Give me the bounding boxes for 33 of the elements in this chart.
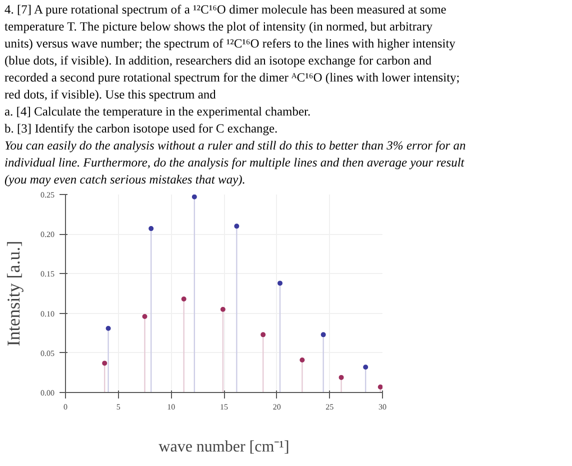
point [106,326,111,331]
point [181,296,186,302]
y-tick-label: 0.05 [40,348,54,358]
x-axis-title: wave number [cm⁻¹] [158,438,290,456]
point [338,374,344,380]
text: a. [4] Calculate the temperature in the experimental chamber. [4,104,311,118]
x-tick-label: 20 [272,402,281,412]
y-tick-label: 0.20 [40,230,54,240]
point [102,360,108,366]
point [378,384,382,390]
y-tick-label: 0.25 [40,190,54,200]
y-tick-label: 0.10 [40,309,54,318]
x-tick-label: 5 [116,402,120,412]
text: b. [3] Identify the carbon isotope used for C exchange. [4,122,278,136]
point [142,314,148,319]
y-axis-title: Intensity [a.u.] [4,240,24,346]
x-tick-label: 10 [167,402,176,412]
x-tick-label: 30 [378,402,386,412]
point [363,364,368,370]
text: You can easily do the analysis without a ruler and still do this to better than 3% error for an individual line. Furthermore, do the analysis for multiple lines and then average your result (you may even catch serious mistakes that way). [4,138,466,186]
point [234,224,240,229]
x-tick-label: 15 [220,402,228,412]
y-tick-label: 0.00 [40,388,54,398]
x-tick-label: 0 [64,402,68,412]
point [192,194,197,200]
x-tick-label: 25 [326,402,334,412]
point [260,332,266,338]
point [320,332,326,338]
point [148,226,154,232]
point [300,358,305,363]
point [278,280,283,286]
y-tick-label: 0.15 [40,270,54,279]
point [220,306,226,312]
